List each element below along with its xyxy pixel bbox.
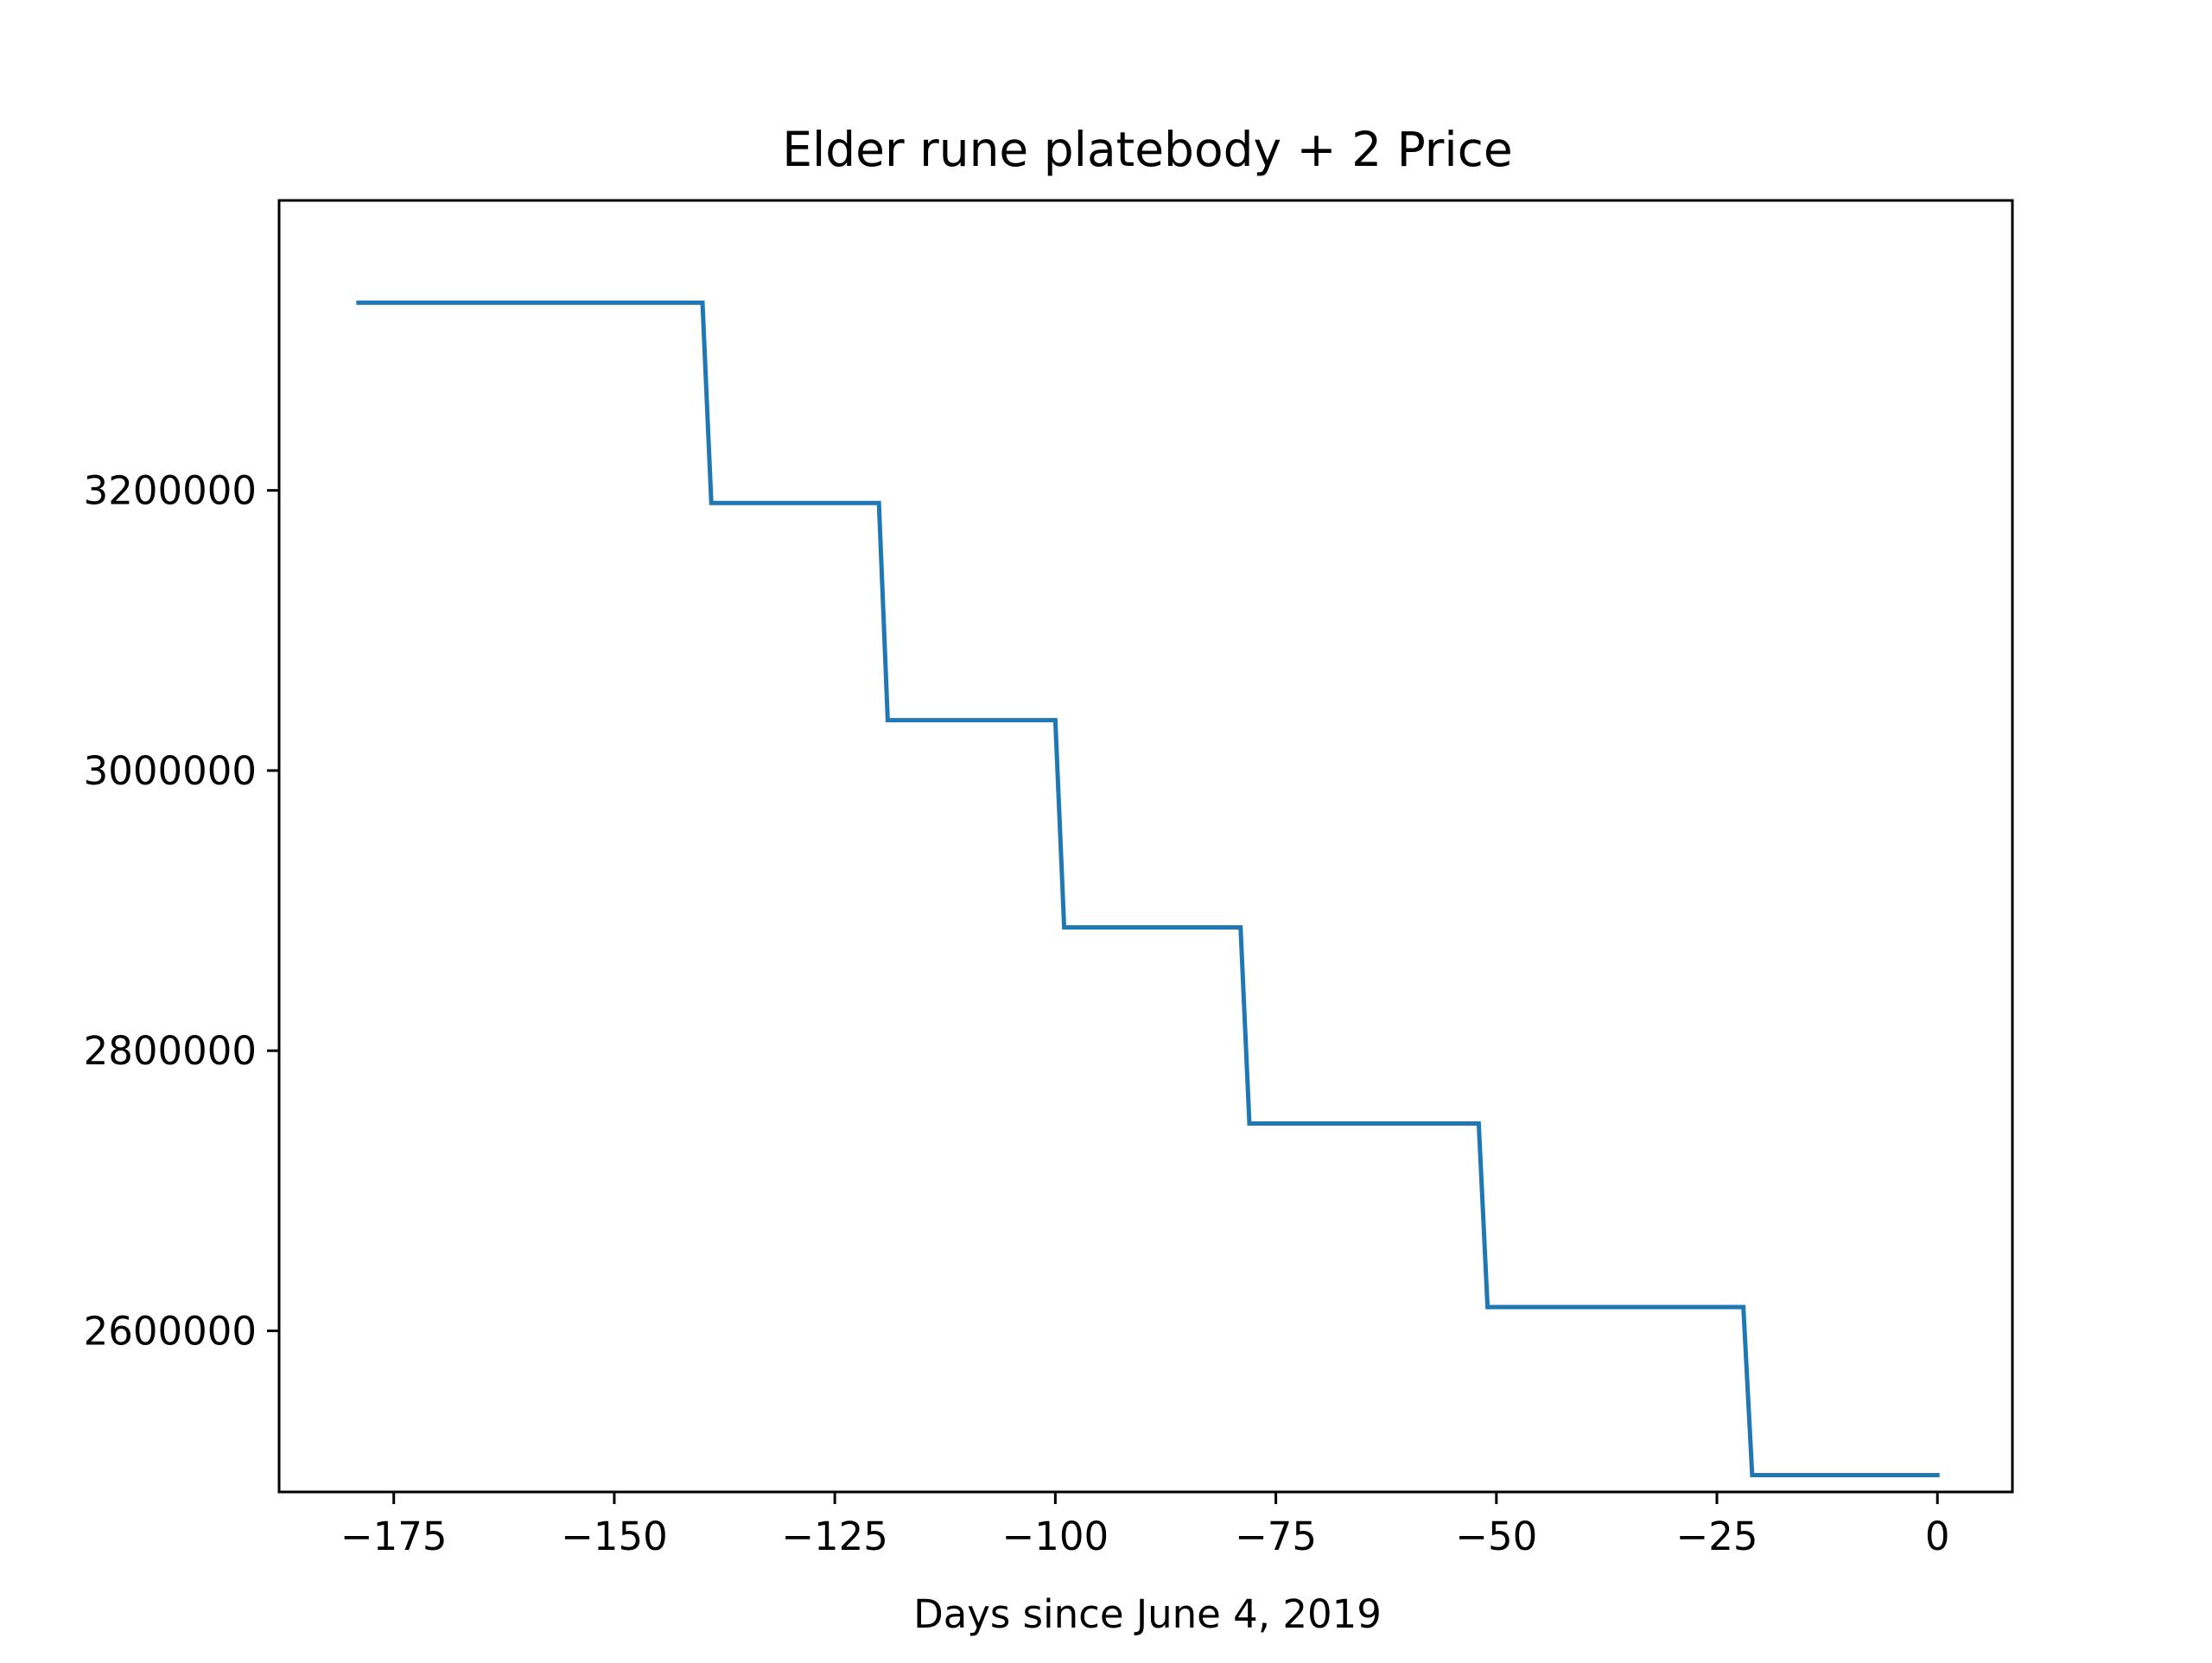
x-tick-label: −25 [1676,1514,1758,1559]
x-axis-label: Days since June 4, 2019 [913,1591,1382,1637]
y-tick-label: 2600000 [84,1309,257,1355]
y-tick-label: 3200000 [84,468,257,514]
chart-title: Elder rune platebody + 2 Price [782,122,1513,177]
price-series-line [356,300,1940,1478]
x-tick-label: −125 [781,1514,888,1559]
x-tick-label: −100 [1002,1514,1109,1559]
x-tick-label: −175 [340,1514,448,1559]
x-tick-label: −75 [1235,1514,1317,1559]
plot-area [356,300,1940,1478]
axes-frame [277,199,2014,1494]
y-tick-label: 3000000 [84,748,257,794]
x-tick-label: −50 [1455,1514,1537,1559]
x-tick-label: 0 [1925,1514,1950,1559]
x-tick-label: −150 [561,1514,668,1559]
y-tick-label: 2800000 [84,1028,257,1074]
